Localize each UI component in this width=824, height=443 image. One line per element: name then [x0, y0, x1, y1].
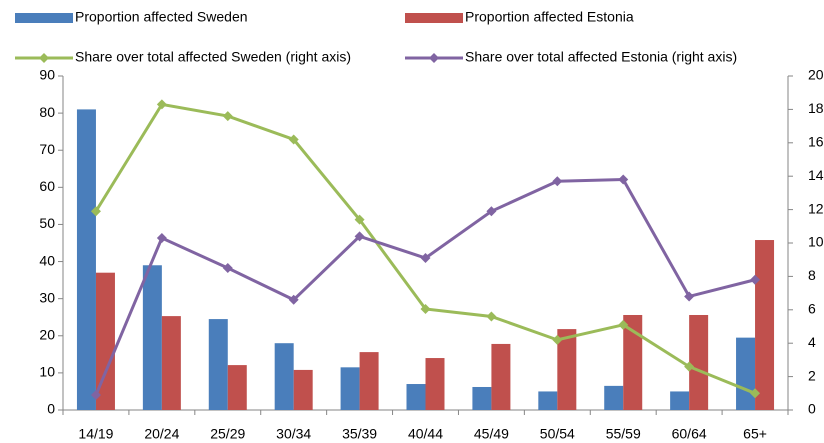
x-tick-label: 35/39 [342, 426, 377, 442]
marker [552, 334, 563, 345]
y-tick-label: 40 [39, 252, 55, 268]
bar [293, 369, 313, 410]
y2-tick-label: 12 [808, 200, 824, 216]
bar [359, 352, 379, 410]
bar [755, 240, 775, 410]
bar [208, 319, 228, 410]
marker [618, 319, 629, 330]
y2-tick-label: 8 [808, 267, 816, 283]
bar [623, 314, 643, 410]
y-tick-label: 0 [47, 401, 55, 417]
bar [142, 265, 162, 410]
x-tick-label: 55/59 [606, 426, 641, 442]
bar [95, 272, 115, 410]
marker [618, 174, 629, 185]
y2-tick-label: 18 [808, 100, 824, 116]
marker [90, 389, 101, 400]
y2-tick-label: 16 [808, 134, 824, 150]
y2-tick-label: 10 [808, 234, 824, 250]
bar [76, 109, 96, 411]
bar [689, 314, 709, 410]
y2-tick-label: 14 [808, 167, 824, 183]
legend-swatch [39, 53, 49, 63]
marker [288, 294, 299, 305]
y2-tick-label: 2 [808, 367, 816, 383]
marker [222, 263, 233, 274]
marker [288, 134, 299, 145]
y2-tick-label: 20 [808, 67, 824, 83]
x-tick-label: 50/54 [540, 426, 575, 442]
marker [90, 206, 101, 217]
bar [491, 343, 511, 410]
bar [472, 386, 492, 410]
y-tick-label: 90 [39, 67, 55, 83]
line [94, 102, 756, 395]
marker [552, 176, 563, 187]
y2-tick-label: 6 [808, 301, 816, 317]
y-tick-label: 70 [39, 141, 55, 157]
bar [425, 358, 445, 410]
bar [274, 343, 294, 410]
marker [750, 274, 761, 285]
y-tick-label: 10 [39, 364, 55, 380]
x-tick-label: 20/24 [144, 426, 179, 442]
x-tick-label: 25/29 [210, 426, 245, 442]
x-tick-label: 45/49 [474, 426, 509, 442]
legend-swatch [429, 53, 439, 63]
y-tick-label: 80 [39, 104, 55, 120]
legend-swatch [405, 13, 463, 23]
marker [156, 99, 167, 110]
x-tick-label: 65+ [743, 426, 767, 442]
marker [354, 231, 365, 242]
bar [161, 316, 181, 410]
bar [557, 329, 577, 410]
legend-label: Share over total affected Sweden (right … [75, 49, 351, 65]
bar [227, 365, 247, 410]
x-tick-label: 60/64 [672, 426, 707, 442]
marker [354, 214, 365, 225]
bar [670, 391, 690, 410]
y-tick-label: 60 [39, 178, 55, 194]
marker [486, 311, 497, 322]
legend-label: Share over total affected Estonia (right… [465, 49, 737, 65]
y-tick-label: 30 [39, 289, 55, 305]
x-tick-label: 14/19 [78, 426, 113, 442]
x-tick-label: 30/34 [276, 426, 311, 442]
marker [420, 253, 431, 264]
marker [684, 361, 695, 372]
marker [750, 388, 761, 399]
marker [222, 111, 233, 122]
bar [604, 385, 624, 410]
bar [538, 391, 558, 410]
marker [684, 291, 695, 302]
marker [420, 303, 431, 314]
y2-tick-label: 4 [808, 334, 816, 350]
legend-label: Proportion affected Sweden [75, 9, 248, 25]
marker [156, 232, 167, 243]
bar [340, 367, 360, 410]
bar [406, 384, 426, 410]
marker [486, 206, 497, 217]
y-tick-label: 20 [39, 326, 55, 342]
x-tick-label: 40/44 [408, 426, 443, 442]
y2-tick-label: 0 [808, 401, 816, 417]
y-tick-label: 50 [39, 215, 55, 231]
legend-label: Proportion affected Estonia [465, 9, 634, 25]
bar [736, 337, 756, 410]
legend-swatch [15, 13, 73, 23]
